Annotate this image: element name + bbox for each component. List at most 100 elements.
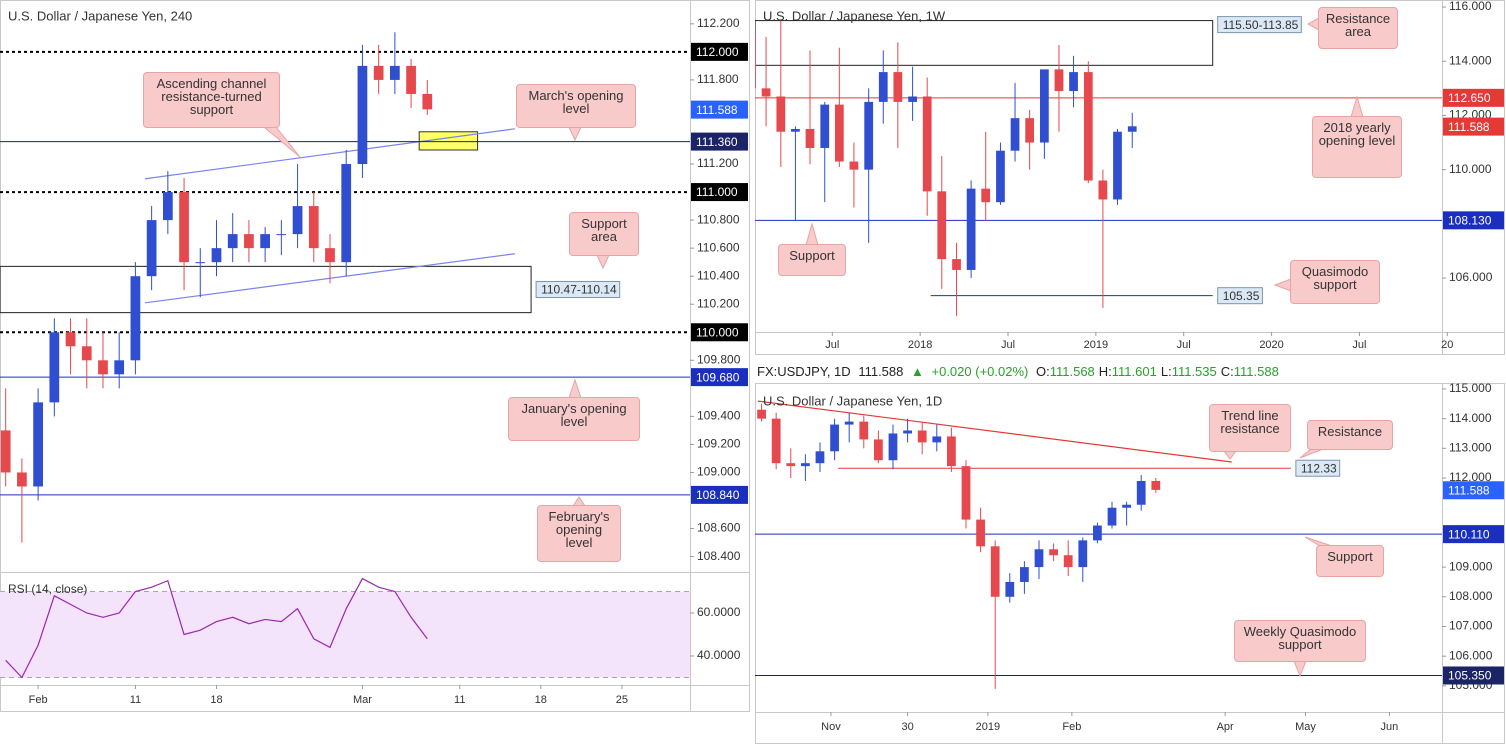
x-tick-label: 11 <box>454 694 465 706</box>
candle-body <box>341 164 352 263</box>
price-tag-label: 112.000 <box>696 45 739 59</box>
candle-body <box>937 191 947 260</box>
callout: 2018 yearly opening level <box>1312 116 1402 178</box>
x-tick-label: 2018 <box>908 339 932 351</box>
candle-body <box>195 262 206 264</box>
callout: January's opening level <box>508 397 640 441</box>
y-tick-label: 107.000 <box>1449 619 1493 633</box>
candle-body <box>815 451 825 464</box>
candle-body <box>1098 180 1108 200</box>
price-tag-label: 108.130 <box>1448 214 1492 228</box>
y-tick-label: 109.400 <box>697 409 741 423</box>
chart-title: U.S. Dollar / Japanese Yen, 1W <box>763 8 946 23</box>
callout-pointer <box>805 222 819 246</box>
x-tick-label: 2019 <box>1084 339 1108 351</box>
candle-body <box>227 234 238 249</box>
candle-body <box>65 332 76 347</box>
x-tick-label: Jul <box>825 339 839 351</box>
price-tag-label: 111.588 <box>1448 120 1490 134</box>
chart-title: U.S. Dollar / Japanese Yen, 1D <box>763 393 942 408</box>
ohlc-value: 111.588 <box>1233 364 1279 379</box>
price-tag-label: 111.588 <box>696 103 738 117</box>
y-tick-label: 109.000 <box>697 465 741 479</box>
candle-body <box>966 188 976 270</box>
candle-body <box>1107 507 1117 526</box>
ohlc-key: H: <box>1098 364 1112 379</box>
price-tag <box>1443 117 1504 136</box>
panel-frame <box>755 383 1505 744</box>
ohlc-key: L: <box>1160 364 1172 379</box>
candle-body <box>276 234 287 236</box>
price-tag-label: 109.680 <box>696 370 740 384</box>
candle-body <box>211 248 222 263</box>
panel-frame <box>0 0 750 712</box>
x-tick-label: Nov <box>821 721 841 733</box>
candle-body <box>1034 549 1044 568</box>
callout: Ascending channel resistance-turned supp… <box>143 72 280 128</box>
candle-body <box>791 129 800 132</box>
rsi-title: RSI (14, close) <box>8 582 87 596</box>
y-tick-label: 114.000 <box>1449 53 1492 67</box>
candle-body <box>820 104 830 148</box>
y-tick-label: 115.000 <box>1449 381 1492 395</box>
ohlc-value: 111.535 <box>1171 364 1217 379</box>
trend-line <box>757 400 1232 463</box>
y-tick-label: 110.000 <box>1449 162 1492 176</box>
y-tick-label: 106.000 <box>1449 648 1493 662</box>
callout: Weekly Quasimodo support <box>1234 620 1366 662</box>
level-label: 112.33 <box>1301 461 1337 475</box>
x-tick-label: 18 <box>535 694 547 706</box>
candle-body <box>390 65 400 80</box>
price-tag <box>691 323 748 342</box>
x-tick-label: Jul <box>1177 339 1191 351</box>
x-tick-label: Jul <box>1001 339 1015 351</box>
candle-body <box>761 88 771 97</box>
x-tick-label: 18 <box>210 694 222 706</box>
candle-body <box>996 150 1005 203</box>
price-tag <box>691 485 748 504</box>
candle-body <box>976 519 985 547</box>
candle-body <box>874 439 883 461</box>
price-tag-label: 111.588 <box>1448 483 1490 497</box>
candle-body <box>357 65 368 165</box>
callout-pointer <box>1223 450 1237 460</box>
callout-pointer <box>596 254 610 270</box>
price-tag-label: 112.650 <box>1448 91 1491 105</box>
candle-body <box>179 192 189 263</box>
candle-body <box>1078 540 1088 568</box>
candle-body <box>49 332 60 403</box>
price-tag <box>1443 88 1504 107</box>
level-label: 110.47-110.14 <box>541 283 617 297</box>
price-tag-label: 110.000 <box>696 325 739 339</box>
level-label-box <box>1295 459 1341 477</box>
y-tick-label: 108.600 <box>697 521 741 535</box>
candle-body <box>834 104 844 162</box>
candle-body <box>1069 72 1078 92</box>
y-tick-label: 109.000 <box>1449 559 1493 573</box>
candle-body <box>947 436 956 467</box>
ohlc-value: 111.601 <box>1111 364 1157 379</box>
level-label-box <box>1217 16 1302 34</box>
arrow: ▲ <box>911 364 924 379</box>
plot-area <box>755 20 1442 317</box>
candle-body <box>81 346 92 361</box>
candle-body <box>17 472 27 487</box>
y-tick-label: 109.200 <box>697 437 741 451</box>
y-tick-label: 110.600 <box>697 240 740 254</box>
y-tick-label: 112.200 <box>697 16 740 30</box>
candle-body <box>292 206 303 235</box>
trend-line <box>145 128 515 180</box>
candle-body <box>755 34 756 89</box>
price-tag <box>691 368 748 387</box>
candle-body <box>162 192 173 221</box>
candle-body <box>893 72 903 102</box>
rsi-tick-label: 40.0000 <box>697 648 741 662</box>
price-tag <box>1443 211 1504 230</box>
x-tick-label: May <box>1295 721 1316 733</box>
candle-body <box>932 436 942 443</box>
level-label-box <box>1217 287 1263 305</box>
price-tag-label: 110.110 <box>1448 527 1490 541</box>
candle-body <box>859 421 869 440</box>
y-tick-label: 108.400 <box>697 549 741 563</box>
candle-body <box>325 248 335 263</box>
